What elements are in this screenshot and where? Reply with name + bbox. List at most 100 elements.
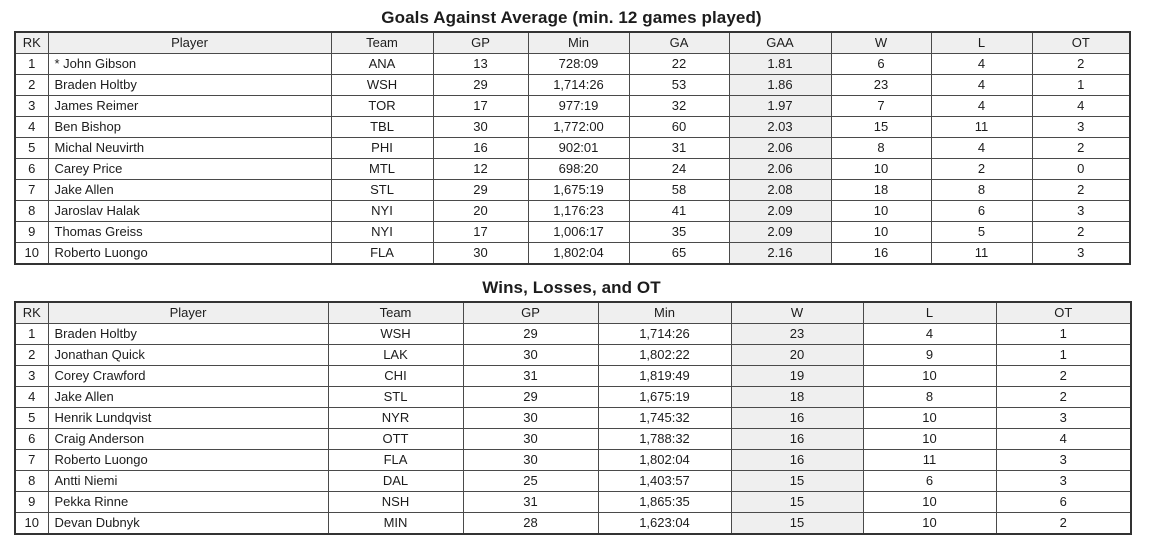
cell-rk: 7 [14,179,49,201]
cell-rk: 10 [14,242,49,265]
cell-team: FLA [327,449,464,471]
cell-gp: 29 [462,323,599,345]
cell-ot: 6 [995,491,1132,513]
column-header-ot: OT [1031,31,1131,54]
cell-l: 2 [930,158,1033,180]
table-row: 4 Jake Allen STL 29 1,675:19 18 8 2 [14,386,1132,408]
cell-gaa: 2.08 [728,179,832,201]
cell-player: Roberto Luongo [47,242,332,265]
cell-team: PHI [330,137,434,159]
cell-ot: 1 [995,323,1132,345]
cell-gaa: 1.97 [728,95,832,117]
cell-rk: 9 [14,491,49,513]
cell-min: 1,675:19 [527,179,630,201]
cell-l: 11 [930,242,1033,265]
column-header-player: Player [47,301,329,324]
cell-player: Ben Bishop [47,116,332,138]
cell-l: 4 [930,137,1033,159]
cell-player: Roberto Luongo [47,449,329,471]
cell-player: Braden Holtby [47,323,329,345]
table-row: 2 Jonathan Quick LAK 30 1,802:22 20 9 1 [14,344,1132,366]
cell-ot: 2 [995,386,1132,408]
cell-player: Braden Holtby [47,74,332,96]
cell-w: 10 [830,158,932,180]
cell-l: 10 [862,512,997,535]
cell-l: 6 [930,200,1033,222]
cell-gp: 31 [462,365,599,387]
cell-min: 1,772:00 [527,116,630,138]
table-row: 8 Jaroslav Halak NYI 20 1,176:23 41 2.09 10 6 3 [14,200,1131,222]
wins-losses-ot-table-title: Wins, Losses, and OT [482,278,661,297]
cell-w: 19 [730,365,864,387]
cell-gp: 30 [462,407,599,429]
cell-team: NYI [330,221,434,243]
cell-gaa: 1.86 [728,74,832,96]
column-header-rk: RK [14,31,49,54]
cell-l: 10 [862,407,997,429]
cell-ga: 32 [628,95,730,117]
cell-player: Craig Anderson [47,428,329,450]
cell-gp: 25 [462,470,599,492]
cell-l: 10 [862,365,997,387]
cell-ot: 3 [1031,116,1131,138]
cell-ga: 24 [628,158,730,180]
cell-ot: 3 [1031,242,1131,265]
cell-player: Carey Price [47,158,332,180]
cell-gp: 17 [432,95,529,117]
cell-player: Jake Allen [47,179,332,201]
cell-w: 16 [730,428,864,450]
cell-rk: 5 [14,407,49,429]
cell-rk: 9 [14,221,49,243]
cell-rk: 7 [14,449,49,471]
cell-w: 8 [830,137,932,159]
cell-min: 977:19 [527,95,630,117]
column-header-min: Min [527,31,630,54]
table-row: 9 Pekka Rinne NSH 31 1,865:35 15 10 6 [14,491,1132,513]
cell-rk: 5 [14,137,49,159]
cell-l: 11 [930,116,1033,138]
cell-w: 16 [730,407,864,429]
cell-team: CHI [327,365,464,387]
header-row: RK Player Team GP Min W L OT [14,301,1132,324]
cell-player: Antti Niemi [47,470,329,492]
cell-ga: 58 [628,179,730,201]
cell-rk: 1 [14,53,49,75]
cell-gp: 20 [432,200,529,222]
cell-gaa: 2.03 [728,116,832,138]
cell-ot: 2 [1031,179,1131,201]
cell-min: 1,714:26 [527,74,630,96]
cell-l: 4 [930,53,1033,75]
cell-player: * John Gibson [47,53,332,75]
cell-gp: 30 [432,116,529,138]
cell-l: 4 [930,95,1033,117]
cell-min: 728:09 [527,53,630,75]
cell-player: Henrik Lundqvist [47,407,329,429]
table-row: 4 Ben Bishop TBL 30 1,772:00 60 2.03 15 11 3 [14,116,1131,138]
table-row: 7 Jake Allen STL 29 1,675:19 58 2.08 18 8 2 [14,179,1131,201]
column-header-gaa: GAA [728,31,832,54]
table-row: 5 Michal Neuvirth PHI 16 902:01 31 2.06 8 4 2 [14,137,1131,159]
cell-gaa: 2.09 [728,221,832,243]
cell-w: 18 [730,386,864,408]
cell-player: Corey Crawford [47,365,329,387]
cell-min: 1,819:49 [597,365,732,387]
table-row: 5 Henrik Lundqvist NYR 30 1,745:32 16 10 3 [14,407,1132,429]
column-header-l: L [930,31,1033,54]
cell-team: FLA [330,242,434,265]
cell-l: 8 [930,179,1033,201]
cell-min: 1,745:32 [597,407,732,429]
cell-ot: 3 [995,407,1132,429]
cell-ot: 2 [995,365,1132,387]
cell-ga: 53 [628,74,730,96]
cell-gaa: 2.06 [728,158,832,180]
gaa-table: RK Player Team GP Min GA GAA W L OT 1 * John Gibson… [14,31,1131,265]
cell-ga: 22 [628,53,730,75]
header-row: RK Player Team GP Min GA GAA W L OT [14,31,1131,54]
cell-team: STL [330,179,434,201]
cell-ga: 31 [628,137,730,159]
cell-l: 6 [862,470,997,492]
cell-w: 15 [730,470,864,492]
cell-player: Pekka Rinne [47,491,329,513]
cell-player: Jonathan Quick [47,344,329,366]
